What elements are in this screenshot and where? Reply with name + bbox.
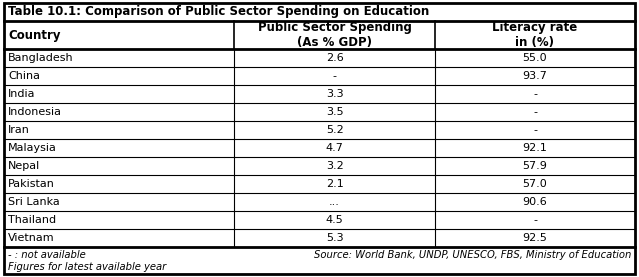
Text: 3.5: 3.5: [326, 107, 343, 117]
Text: 4.5: 4.5: [326, 215, 344, 225]
Text: Table 10.1: Comparison of Public Sector Spending on Education: Table 10.1: Comparison of Public Sector …: [8, 6, 429, 19]
Text: 92.1: 92.1: [523, 143, 548, 153]
Text: China: China: [8, 71, 40, 81]
Text: 5.2: 5.2: [326, 125, 344, 135]
Text: Thailand: Thailand: [8, 215, 56, 225]
Text: 55.0: 55.0: [523, 53, 547, 63]
Text: - : not available: - : not available: [8, 250, 86, 260]
Text: 57.0: 57.0: [523, 179, 548, 189]
Text: Figures for latest available year: Figures for latest available year: [8, 262, 166, 272]
Text: 57.9: 57.9: [523, 161, 548, 171]
Text: 2.6: 2.6: [326, 53, 344, 63]
Text: Source: World Bank, UNDP, UNESCO, FBS, Ministry of Education: Source: World Bank, UNDP, UNESCO, FBS, M…: [314, 250, 631, 260]
Text: Bangladesh: Bangladesh: [8, 53, 73, 63]
Text: Malaysia: Malaysia: [8, 143, 57, 153]
Text: Nepal: Nepal: [8, 161, 40, 171]
Text: -: -: [533, 107, 537, 117]
Text: Indonesia: Indonesia: [8, 107, 62, 117]
Text: 3.2: 3.2: [326, 161, 344, 171]
Text: 5.3: 5.3: [326, 233, 343, 243]
Text: India: India: [8, 89, 36, 99]
Text: Pakistan: Pakistan: [8, 179, 55, 189]
Text: ...: ...: [329, 197, 340, 207]
Text: -: -: [533, 89, 537, 99]
Text: -: -: [333, 71, 337, 81]
Text: 92.5: 92.5: [523, 233, 548, 243]
Text: 93.7: 93.7: [523, 71, 548, 81]
Text: 2.1: 2.1: [326, 179, 344, 189]
Text: 3.3: 3.3: [326, 89, 343, 99]
Text: -: -: [533, 125, 537, 135]
Text: -: -: [533, 215, 537, 225]
Text: 90.6: 90.6: [523, 197, 548, 207]
Text: Country: Country: [8, 29, 61, 42]
Text: Sri Lanka: Sri Lanka: [8, 197, 60, 207]
Text: Public Sector Spending
(As % GDP): Public Sector Spending (As % GDP): [258, 21, 412, 49]
Text: Vietnam: Vietnam: [8, 233, 54, 243]
Text: Iran: Iran: [8, 125, 30, 135]
Text: Literacy rate
in (%): Literacy rate in (%): [493, 21, 578, 49]
Text: 4.7: 4.7: [326, 143, 344, 153]
